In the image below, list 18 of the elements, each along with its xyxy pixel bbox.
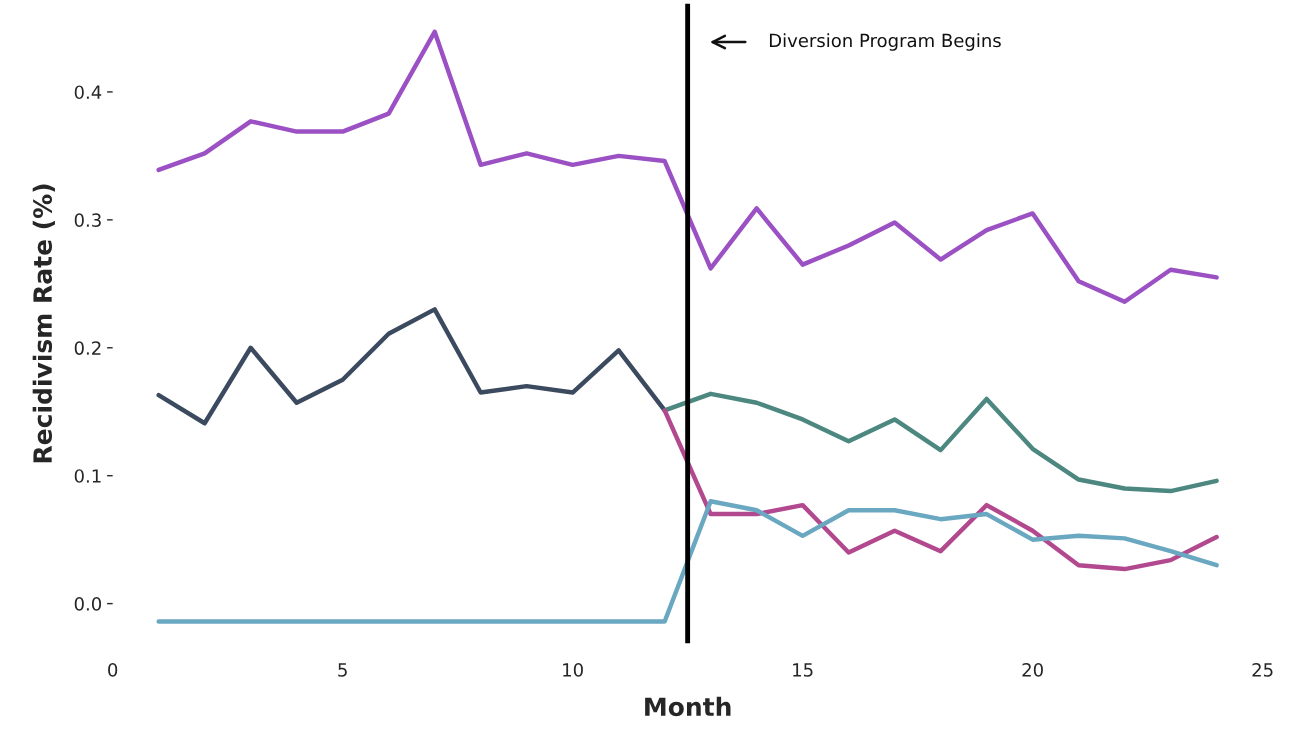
line-series (156, 29, 1219, 304)
x-axis-title: Month (645, 696, 731, 717)
ref-line-label: Diversion Program Begins (769, 33, 1001, 51)
y-tick-label: 0.3 (74, 213, 101, 227)
line-series (156, 499, 1219, 624)
x-tick-label: 0 (108, 663, 118, 677)
y-tick-label: 0.4 (74, 85, 102, 100)
y-tick-label: 0.0 (74, 597, 102, 611)
x-tick-label: 15 (793, 663, 813, 677)
line-series (662, 408, 1219, 572)
y-tick-label: 0.1 (74, 469, 101, 483)
x-tick-label: 10 (563, 663, 583, 677)
x-tick-label: 5 (338, 663, 347, 677)
x-tick-label: 25 (1252, 663, 1273, 677)
x-tick-label: 20 (1022, 663, 1043, 677)
y-tick-label: 0.2 (74, 341, 101, 355)
y-axis-title: Recidivism Rate (%) (32, 184, 55, 463)
line-series (156, 307, 667, 426)
